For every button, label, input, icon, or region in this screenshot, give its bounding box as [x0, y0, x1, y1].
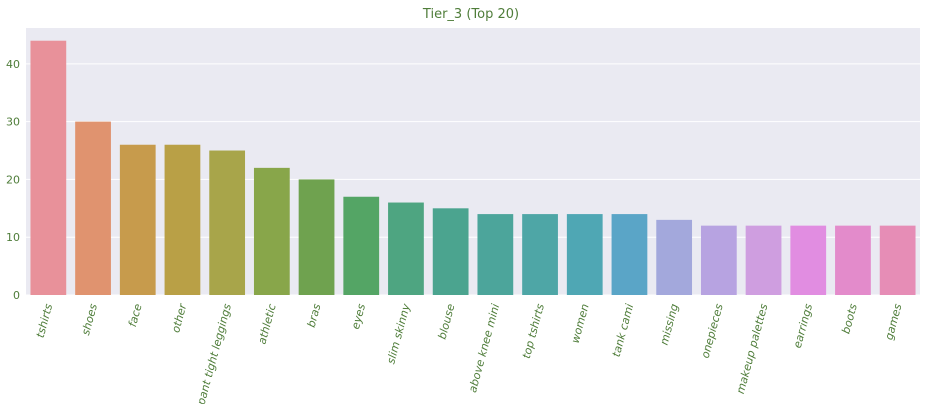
x-tick-label: face: [126, 302, 145, 328]
bar-boots: [835, 225, 871, 295]
bar-games: [879, 225, 916, 295]
x-tick-label: makeup palettes: [734, 302, 771, 395]
bar-face: [119, 144, 156, 295]
x-tick-label: women: [569, 302, 592, 344]
x-tick-label: tshirts: [34, 302, 56, 339]
y-tick-label: 0: [13, 289, 20, 302]
x-tick-label: onepieces: [699, 302, 726, 360]
y-tick-label: 30: [6, 116, 20, 129]
x-tick-label: pant tight leggings: [194, 302, 234, 404]
bar-earrings: [790, 225, 827, 295]
y-tick-label: 40: [6, 58, 20, 71]
bar-eyes: [343, 196, 380, 295]
x-tick-label: other: [169, 301, 190, 334]
bar-makeup-palettes: [745, 225, 782, 295]
x-tick-label: bras: [305, 302, 324, 329]
x-tick-label: boots: [839, 302, 860, 335]
x-tick-label: eyes: [349, 302, 368, 331]
chart-title: Tier_3 (Top 20): [422, 7, 519, 22]
y-axis-ticks: 0 10 20 30 40: [6, 58, 20, 302]
bar-women: [566, 214, 603, 295]
bar-athletic: [253, 167, 290, 295]
bar-onepieces: [700, 225, 737, 295]
bar-tshirts: [30, 40, 67, 295]
x-tick-label: blouse: [436, 302, 458, 341]
bar-above-knee-mini: [477, 214, 514, 295]
x-axis-ticks: tshirts shoes face other pant tight leggings…: [34, 301, 905, 404]
bar-missing: [656, 219, 693, 295]
bar-slim-skinny: [388, 202, 424, 295]
plot-area: [26, 28, 920, 295]
bar-pant-tight-leggings: [209, 150, 246, 295]
x-tick-label: above knee mini: [466, 302, 502, 394]
x-tick-label: athletic: [256, 302, 279, 345]
x-tick-label: shoes: [79, 302, 100, 336]
bar-shoes: [75, 121, 111, 295]
bar-blouse: [432, 208, 469, 295]
x-tick-label: earrings: [791, 302, 815, 349]
y-tick-label: 10: [6, 231, 20, 244]
y-tick-label: 20: [6, 173, 20, 186]
x-tick-label: slim skinny: [384, 302, 413, 365]
bar-other: [164, 144, 201, 295]
bar-bras: [298, 179, 335, 295]
bar-top-tshirts: [522, 214, 558, 295]
bars: [30, 40, 916, 295]
x-tick-label: missing: [658, 302, 681, 346]
x-tick-label: tank cami: [610, 302, 637, 358]
x-tick-label: games: [882, 302, 904, 341]
x-tick-label: top tshirts: [520, 302, 547, 360]
bar-tank-cami: [611, 214, 648, 295]
